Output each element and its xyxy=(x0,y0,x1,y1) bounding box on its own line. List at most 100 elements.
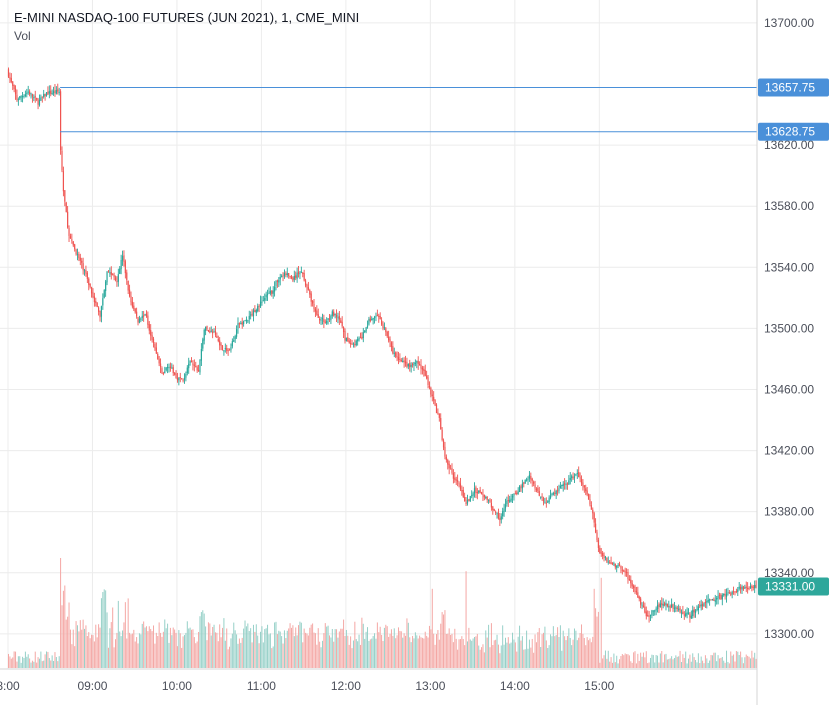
candle-body xyxy=(458,482,460,484)
price-axis[interactable]: 13300.00 13340.00 13380.00 13420.00 13460.00… xyxy=(764,16,814,641)
candle-body xyxy=(706,601,708,603)
volume-bar xyxy=(616,655,618,668)
candle-body xyxy=(58,91,60,93)
symbol-legend[interactable]: E-MINI NASDAQ-100 FUTURES (JUN 2021), 1,… xyxy=(14,10,359,43)
volume-bar xyxy=(53,660,55,668)
candle-body xyxy=(331,311,333,316)
volume-bar xyxy=(68,602,70,668)
volume-bar xyxy=(350,636,352,668)
candle-body xyxy=(489,499,491,503)
candle-body xyxy=(631,583,633,587)
candle-body xyxy=(411,363,414,365)
candle-body xyxy=(141,315,143,319)
last-price-label: 13331.00 xyxy=(765,580,815,594)
x-tick-label: 8:00 xyxy=(0,679,20,693)
candle-body xyxy=(143,315,145,317)
candle-body xyxy=(403,360,405,363)
x-tick-label: 11:00 xyxy=(247,679,276,693)
price-badge[interactable]: 13657.75 xyxy=(758,78,829,97)
candle-body xyxy=(687,612,690,614)
volume-bar xyxy=(535,642,537,668)
volume-bar xyxy=(641,656,643,668)
volume-bar xyxy=(689,654,691,668)
volume-bar xyxy=(198,631,200,668)
volume-bar xyxy=(314,633,316,668)
volume-bar xyxy=(234,630,236,668)
candle-body xyxy=(347,337,349,342)
candle-body xyxy=(124,261,126,274)
candle-body xyxy=(297,272,300,274)
volume-bar xyxy=(168,642,170,668)
volume-bar xyxy=(327,625,329,668)
volume-bar xyxy=(443,614,445,668)
volume-bar xyxy=(614,662,616,668)
volume-bar xyxy=(562,630,564,668)
candle-body xyxy=(701,604,704,607)
candle-body xyxy=(589,499,591,505)
candle-body xyxy=(438,413,440,418)
volume-bar xyxy=(395,638,397,668)
volume-bar xyxy=(172,627,174,668)
candle-body xyxy=(151,335,153,340)
candle-body xyxy=(603,555,605,558)
volume-bar xyxy=(93,641,95,668)
volume-bar xyxy=(623,655,625,668)
volume-bar xyxy=(143,621,145,668)
candle-body xyxy=(245,319,248,322)
candle-body xyxy=(397,357,400,360)
candle-body xyxy=(216,335,218,338)
candle-body xyxy=(721,595,723,600)
volume-bar xyxy=(144,627,146,668)
volume-bar xyxy=(642,652,644,668)
volume-bar xyxy=(661,651,663,668)
volume-bar xyxy=(600,577,602,668)
candle-body xyxy=(335,314,338,318)
volume-bar xyxy=(465,571,467,668)
candle-body xyxy=(209,331,211,333)
volume-bar xyxy=(742,663,744,668)
candle-body xyxy=(64,190,66,202)
volume-bar xyxy=(183,635,185,668)
candle-body xyxy=(100,306,103,317)
symbol-title: E-MINI NASDAQ-100 FUTURES (JUN 2021), 1,… xyxy=(14,10,360,25)
volume-bar xyxy=(175,632,177,668)
candle-body xyxy=(172,367,174,374)
candle-body xyxy=(500,516,502,520)
candle-body xyxy=(321,318,324,320)
candle-body xyxy=(747,587,749,590)
candle-body xyxy=(257,306,259,312)
volume-bar xyxy=(688,658,690,668)
volume-bar xyxy=(490,623,492,668)
volume-bar xyxy=(326,626,328,668)
candle-body xyxy=(289,276,291,278)
x-tick-label: 09:00 xyxy=(77,679,107,693)
time-axis[interactable]: 8:00 09:00 10:00 11:00 12:00 13:00 14:00 15:00 xyxy=(0,679,615,693)
volume-bar xyxy=(573,628,575,668)
price-badge[interactable]: 13628.75 xyxy=(758,122,829,141)
candle-body xyxy=(437,412,439,414)
last-price-badge[interactable]: 13331.00 xyxy=(758,577,829,596)
volume-bar xyxy=(12,657,14,668)
candle-body xyxy=(254,310,256,313)
candle-body xyxy=(600,552,602,554)
candle-body xyxy=(175,373,177,379)
volume-bar xyxy=(752,657,754,668)
candle-body xyxy=(714,600,716,602)
candle-body xyxy=(7,69,10,77)
volume-bar xyxy=(245,626,247,668)
volume-bar xyxy=(340,628,342,668)
candle-body xyxy=(704,601,707,604)
volume-bar xyxy=(744,657,746,668)
candle-body xyxy=(675,607,677,609)
candle-body xyxy=(685,613,687,617)
volume-bar xyxy=(596,616,598,668)
volume-bar xyxy=(710,655,712,668)
candle-body xyxy=(316,310,318,315)
volume-bar xyxy=(64,585,66,668)
candle-body xyxy=(741,586,743,590)
candle-body xyxy=(226,348,228,351)
volume-bar xyxy=(659,653,661,668)
volume-bar xyxy=(513,639,515,668)
